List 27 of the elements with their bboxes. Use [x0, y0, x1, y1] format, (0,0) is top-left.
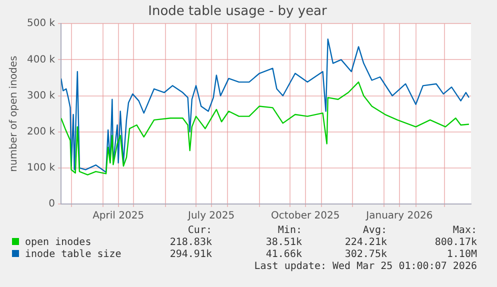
text: Cur:	[186, 225, 212, 237]
text: Min:	[276, 225, 302, 237]
x-tick-label: July 2025	[187, 210, 235, 222]
text: 218.83k	[168, 237, 212, 249]
x-tick-label: October 2025	[271, 210, 340, 222]
text: 224.21k	[344, 237, 387, 249]
y-tick-label: 400 k	[26, 54, 56, 66]
text: 800.17k	[434, 237, 477, 249]
y-tick-label: 500 k	[26, 18, 56, 30]
chart-title: Inode table usage - by year	[148, 4, 328, 20]
x-tick-label: April 2025	[92, 210, 144, 222]
y-tick-label: 100 k	[26, 162, 56, 174]
text: 1.10M	[446, 249, 477, 261]
text: Last update: Wed Mar 25 01:00:07 2026	[253, 261, 477, 273]
legend-label: inode table size	[25, 249, 122, 260]
x-tick-label: January 2026	[365, 210, 433, 222]
text: 38.51k	[264, 237, 302, 249]
y-tick-label: 200 k	[26, 126, 56, 138]
text: Max:	[452, 225, 477, 237]
text: 41.66k	[264, 249, 302, 261]
legend-label: open inodes	[25, 237, 92, 248]
y-axis-title: number of open inodes	[8, 56, 20, 172]
text: 294.91k	[168, 249, 212, 261]
text: 302.75k	[344, 249, 387, 261]
y-tick-label: 300 k	[26, 90, 56, 102]
text: Avg:	[362, 225, 387, 237]
y-tick-label: 0	[48, 198, 56, 210]
